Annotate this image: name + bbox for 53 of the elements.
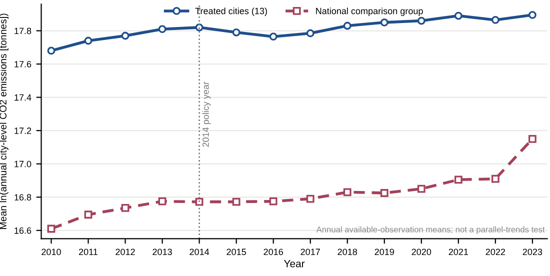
point xyxy=(306,194,314,203)
y-tick-label: 17.4 xyxy=(14,94,32,101)
point xyxy=(454,12,462,20)
point xyxy=(417,184,426,193)
point xyxy=(47,224,56,233)
point xyxy=(343,22,352,30)
x-tick-label: 2018 xyxy=(338,248,358,256)
y-tick-label: 16.6 xyxy=(14,227,32,234)
point xyxy=(306,29,314,38)
y-tick-label: 17.0 xyxy=(14,160,32,168)
point xyxy=(158,197,166,206)
point xyxy=(454,176,462,184)
y-tick-label: 17.2 xyxy=(14,128,32,134)
x-tick-label: 2022 xyxy=(486,248,506,256)
point xyxy=(84,210,92,219)
point xyxy=(528,134,536,143)
x-tick-label: 2017 xyxy=(300,248,320,256)
x-tick-label: 2013 xyxy=(152,248,172,256)
point xyxy=(84,36,92,45)
legend-label: National comparison group xyxy=(316,8,423,16)
ref-line-label: 2014 policy year xyxy=(202,82,211,147)
point xyxy=(380,18,388,26)
point xyxy=(491,16,500,24)
point xyxy=(417,16,426,25)
point xyxy=(232,198,240,206)
point xyxy=(121,32,130,40)
point xyxy=(380,189,388,197)
point xyxy=(528,10,536,19)
legend-label: Treated cities (13) xyxy=(195,8,267,16)
y-tick-label: 17.8 xyxy=(14,28,32,34)
x-tick-label: 2015 xyxy=(226,248,246,256)
x-tick-label: 2011 xyxy=(79,248,98,256)
x-tick-label: 2019 xyxy=(374,248,394,256)
point xyxy=(343,188,352,196)
x-tick-label: 2021 xyxy=(448,248,468,256)
annotation: Annual available-observation means; not a parallel-trends test xyxy=(316,226,545,234)
y-tick-label: 17.6 xyxy=(14,61,32,68)
y-tick-label: 16.8 xyxy=(14,194,32,201)
x-tick-label: 2023 xyxy=(522,248,542,256)
point xyxy=(195,198,204,206)
x-tick-label: 2012 xyxy=(116,248,135,256)
x-tick-label: 2016 xyxy=(264,248,283,256)
point xyxy=(232,28,240,36)
point xyxy=(269,197,278,206)
point xyxy=(158,25,166,34)
point xyxy=(269,32,278,41)
point xyxy=(491,174,500,183)
point xyxy=(121,204,130,212)
x-axis-title: Year xyxy=(284,260,305,268)
x-tick-label: 2020 xyxy=(412,248,432,256)
x-tick-label: 2010 xyxy=(42,248,61,256)
x-tick-label: 2014 xyxy=(190,248,210,256)
point xyxy=(47,46,56,55)
